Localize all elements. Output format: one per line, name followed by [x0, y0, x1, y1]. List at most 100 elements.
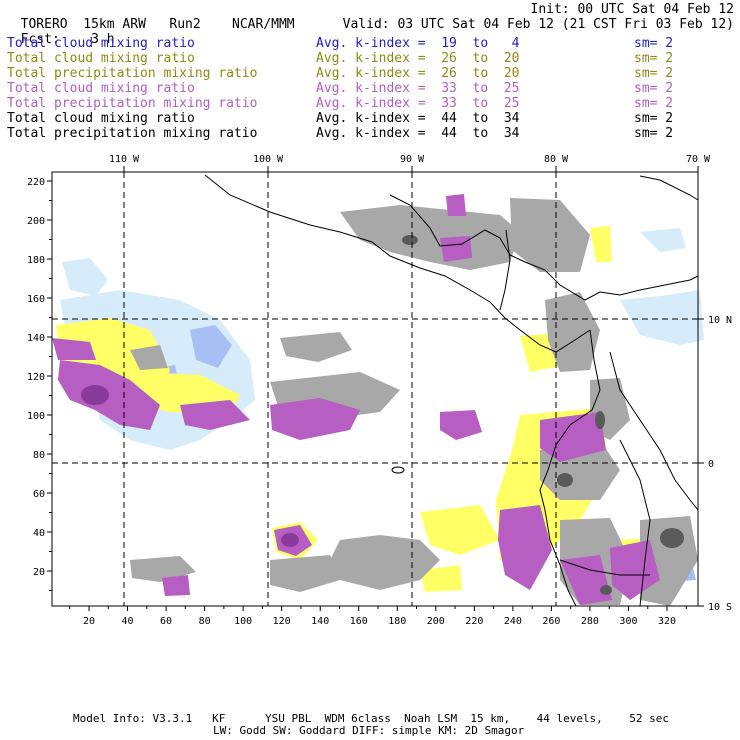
x-tick-label-12: 260	[542, 616, 560, 627]
x-tick-label-14: 300	[619, 616, 637, 627]
model-info-line-2: LW: Godd SW: Goddard DIFF: simple KM: 2D…	[213, 724, 525, 737]
cloud-yellow-north	[590, 226, 612, 262]
legend-line-4-kindex: Avg. k-index = 33 to 25	[316, 81, 520, 96]
legend-line-2-sm: sm= 2	[634, 51, 674, 66]
border-4	[559, 559, 650, 576]
coastlines	[204, 174, 699, 607]
y-tick-label-2: 60	[33, 489, 45, 500]
cloud-light-blue-east	[620, 290, 704, 345]
legend-line-1-kindex: Avg. k-index = 19 to 4	[316, 36, 520, 51]
model-run: Run2	[169, 17, 201, 32]
coast-mexico-ca	[204, 174, 591, 353]
coast-cuba	[639, 175, 699, 201]
cloud-blue-1	[190, 325, 232, 368]
y-tick-label-6: 140	[27, 333, 45, 344]
x-tick-label-13: 280	[581, 616, 599, 627]
model-org: NCAR/MMM	[232, 17, 295, 32]
legend-line-1-field: Total cloud mixing ratio	[7, 36, 195, 51]
y-tick-label-8: 180	[27, 255, 45, 266]
y-tick-label-5: 120	[27, 372, 45, 383]
legend-line-7-kindex: Avg. k-index = 44 to 34	[316, 126, 520, 141]
legend-line-3-field: Total precipitation mixing ratio	[7, 66, 258, 81]
x-tick-label-1: 40	[122, 616, 134, 627]
cloud-gray-2	[280, 332, 352, 362]
cloud-light-blue-ne	[640, 228, 686, 252]
lon-label-3: 80 W	[544, 154, 569, 165]
lon-label-4: 70 W	[686, 154, 711, 165]
x-tick-label-4: 100	[234, 616, 252, 627]
forecast-hour: Fcst: 3 h	[5, 17, 115, 47]
galapagos	[391, 466, 405, 474]
legend-line-2-field: Total cloud mixing ratio	[7, 51, 195, 66]
lon-label-2: 90 W	[400, 154, 425, 165]
model-name: TORERO	[20, 17, 68, 32]
init-time: Init: 00 UTC Sat 04 Feb 12	[530, 2, 735, 17]
legend-line-6-kindex: Avg. k-index = 44 to 34	[316, 111, 520, 126]
precip-purple-west2	[52, 338, 96, 360]
forecast-fields	[52, 194, 704, 606]
cloud-gray-s	[130, 556, 196, 582]
legend-line-2-kindex: Avg. k-index = 26 to 20	[316, 51, 520, 66]
cloud-core-2	[557, 473, 573, 487]
model-resolution: 15km ARW	[83, 17, 146, 32]
cloud-gray-ca	[340, 205, 520, 270]
legend-line-7-sm: sm= 2	[634, 126, 674, 141]
legend-line-5-field: Total precipitation mixing ratio	[7, 96, 258, 111]
cloud-core-1	[660, 528, 684, 548]
legend-line-6-sm: sm= 2	[634, 111, 674, 126]
lat-label-1: 0	[708, 459, 714, 470]
map-axes: 110 W 100 W 90 W 80 W 70 W 10 N 0 10 S 20 40 60 80 1…	[27, 154, 732, 627]
cloud-gray-col	[545, 292, 600, 372]
precip-purple-mid2	[180, 400, 250, 430]
model-info-line-1: Model Info: V3.3.1 KF YSU PBL WDM 6class…	[73, 712, 670, 725]
cloud-core-4	[402, 235, 418, 245]
y-tick-label-10: 220	[27, 177, 45, 188]
coast-sa-west	[539, 329, 601, 607]
fcst-value: 3 h	[91, 32, 115, 47]
precip-purple-se	[610, 540, 660, 600]
lat-label-0: 10 N	[708, 315, 732, 326]
legend-line-4-field: Total cloud mixing ratio	[7, 81, 195, 96]
x-tick-label-9: 200	[427, 616, 445, 627]
y-tick-label-3: 80	[33, 450, 45, 461]
cloud-light-blue-nw	[62, 258, 108, 296]
fcst-label: Fcst:	[20, 32, 60, 47]
precip-purple-mid	[270, 398, 360, 440]
cloud-gray-3	[130, 345, 168, 370]
legend-line-1-sm: sm= 2	[634, 36, 674, 51]
cloud-gray-sw2	[270, 555, 340, 592]
y-tick-label-7: 160	[27, 294, 45, 305]
model-title: TORERO 15km ARW Run2 NCAR/MMM	[5, 2, 295, 32]
x-tick-label-11: 240	[504, 616, 522, 627]
x-tick-label-6: 140	[311, 616, 329, 627]
legend-line-3-sm: sm= 2	[634, 66, 674, 81]
legend-line-7-field: Total precipitation mixing ratio	[7, 126, 258, 141]
legend-line-5-kindex: Avg. k-index = 33 to 25	[316, 96, 520, 111]
x-tick-label-15: 320	[658, 616, 676, 627]
x-tick-label-2: 60	[160, 616, 172, 627]
lat-label-2: 10 S	[708, 602, 732, 613]
border-1	[499, 229, 511, 311]
legend-line-3-kindex: Avg. k-index = 26 to 20	[316, 66, 520, 81]
legend-line-6-field: Total cloud mixing ratio	[7, 111, 195, 126]
x-tick-label-7: 160	[350, 616, 368, 627]
precip-core-west	[81, 385, 109, 405]
border-2	[609, 351, 699, 511]
cloud-gray-ne	[510, 198, 590, 272]
cloud-core-5	[600, 585, 612, 595]
x-tick-label-8: 180	[388, 616, 406, 627]
precip-purple-pe	[560, 555, 612, 605]
y-tick-label-9: 200	[27, 216, 45, 227]
precip-purple-ca	[440, 236, 472, 262]
y-tick-label-0: 20	[33, 567, 45, 578]
legend-line-4-sm: sm= 2	[634, 81, 674, 96]
precip-purple-coast	[498, 505, 552, 590]
coast-yucatan	[389, 194, 699, 301]
valid-time: Valid: 03 UTC Sat 04 Feb 12 (21 CST Fri …	[342, 17, 734, 32]
precip-purple-n	[446, 194, 466, 216]
y-tick-label-4: 100	[27, 411, 45, 422]
x-tick-label-0: 20	[83, 616, 95, 627]
lon-label-0: 110 W	[109, 154, 140, 165]
precip-purple-ocean	[440, 410, 482, 440]
